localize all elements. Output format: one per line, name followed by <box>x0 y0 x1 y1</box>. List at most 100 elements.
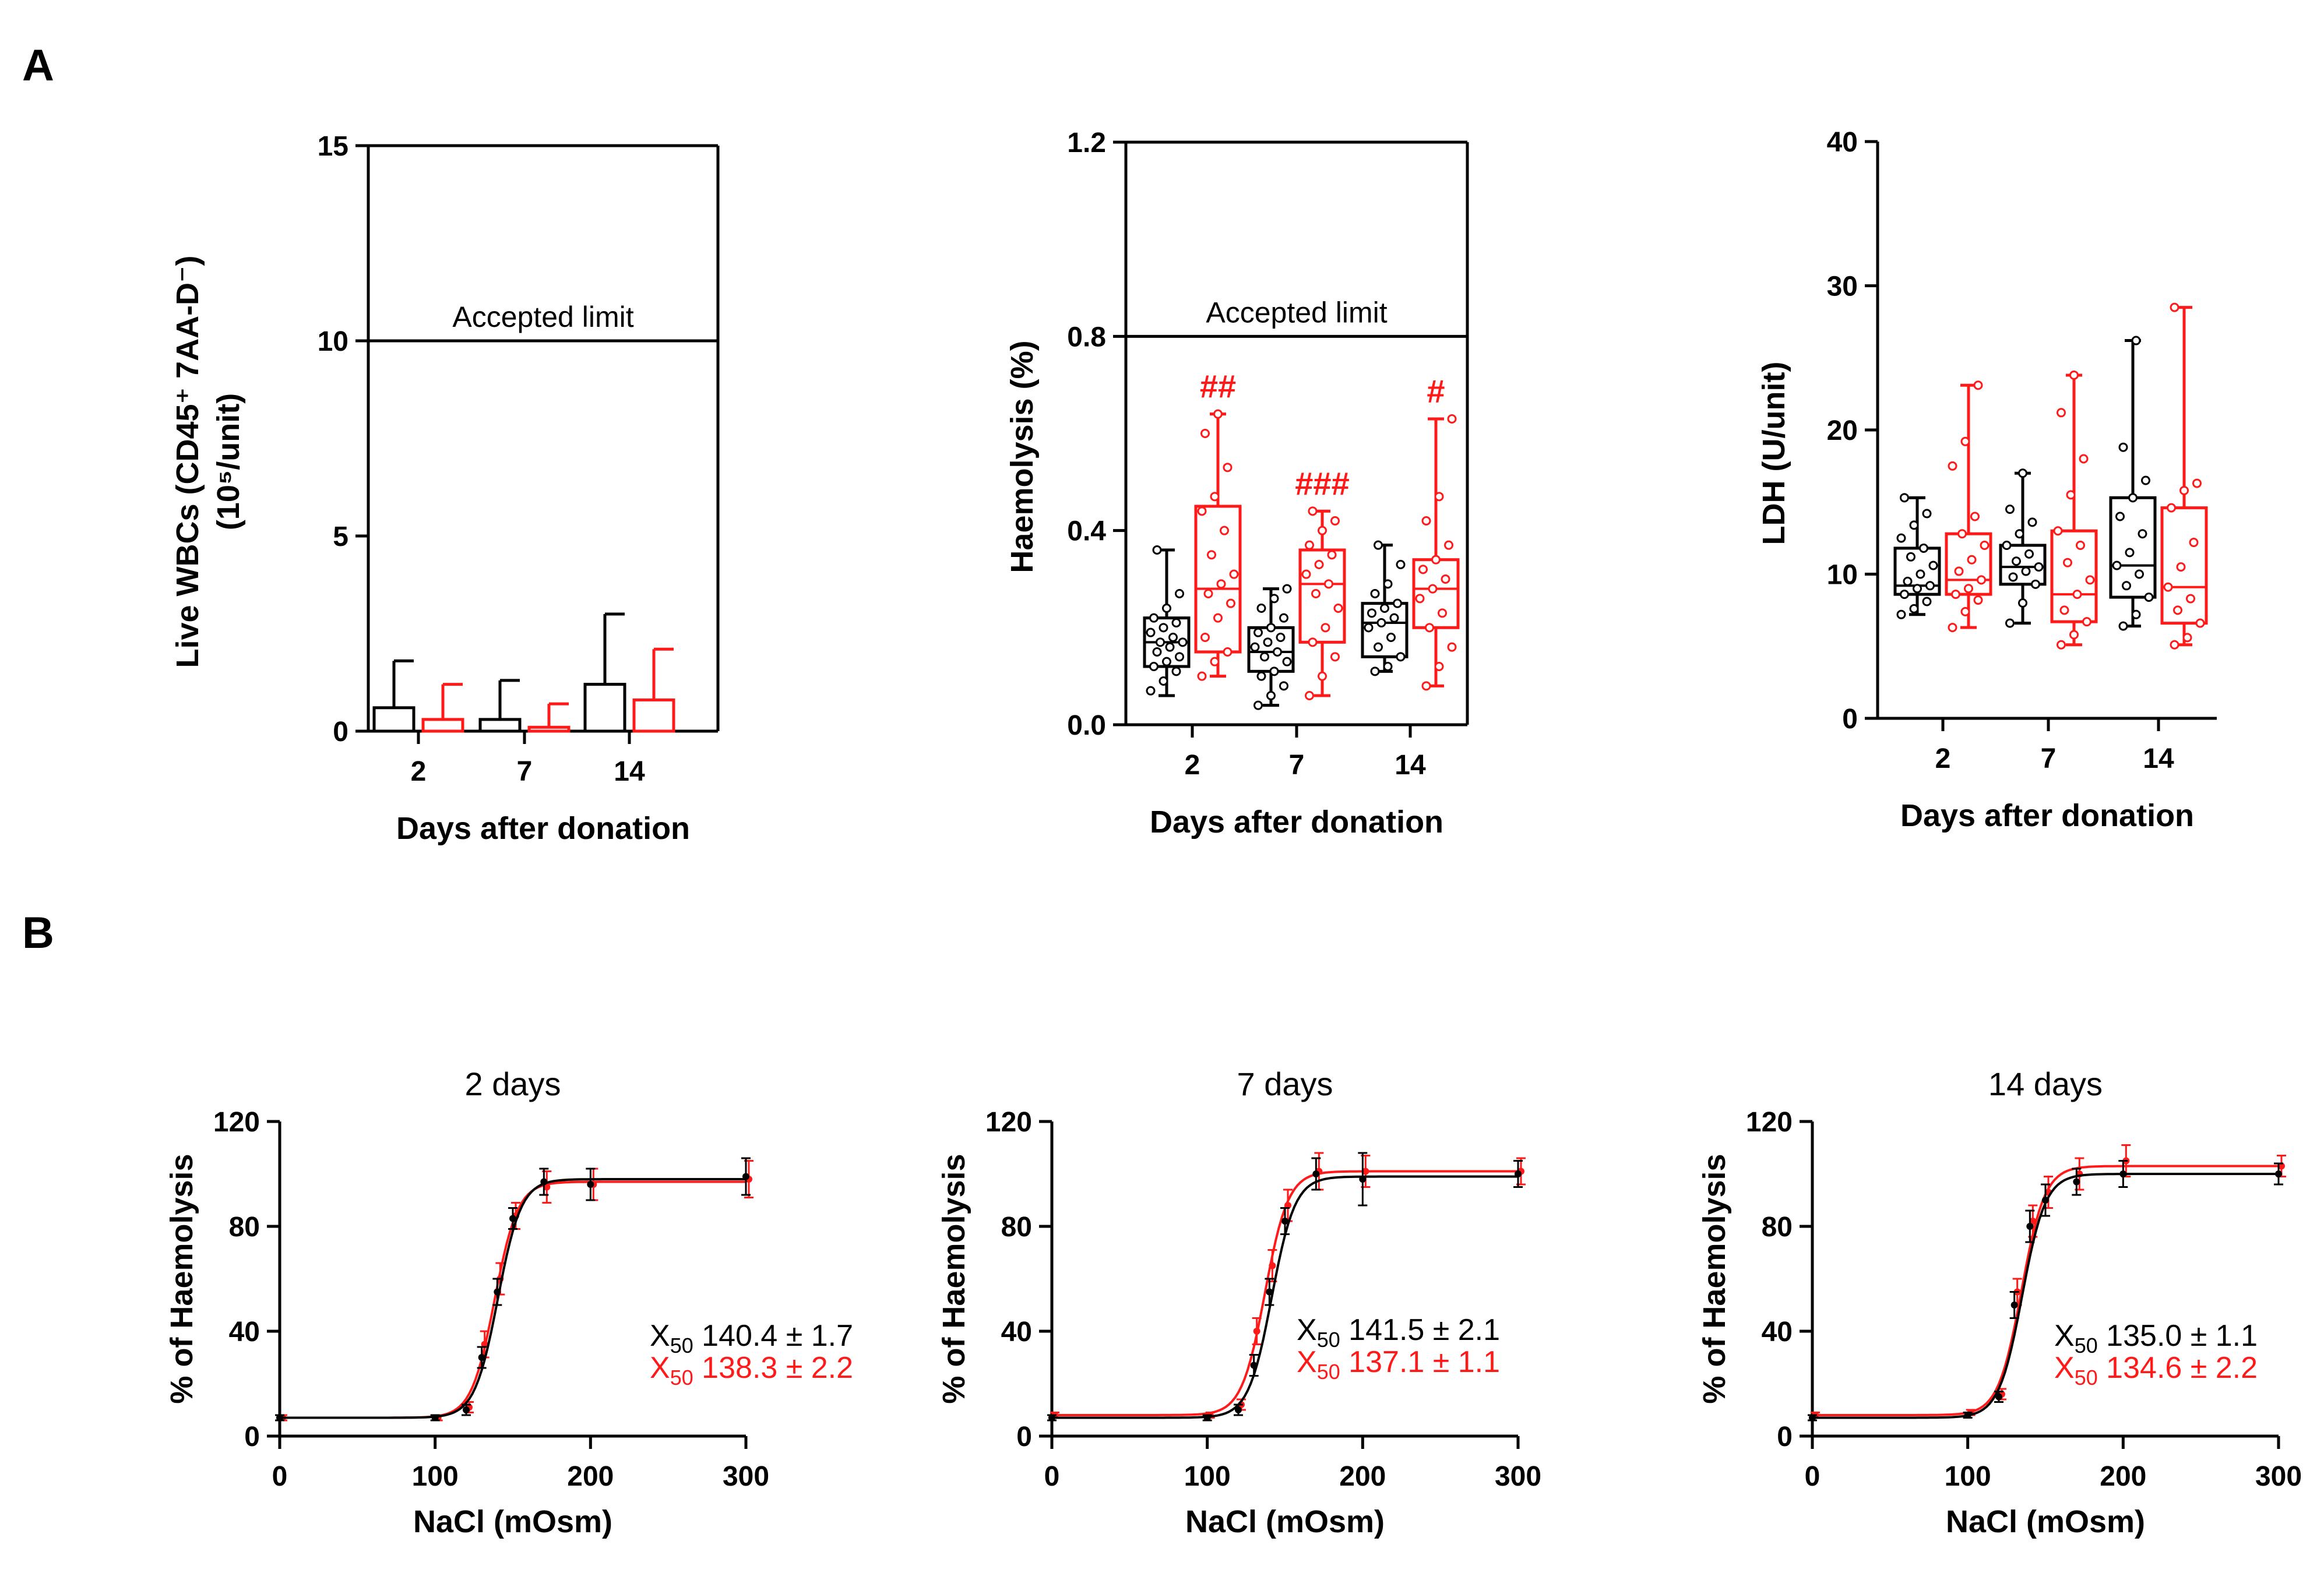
data-point-treated <box>1318 671 1327 681</box>
y-tick-label: 80 <box>1001 1212 1032 1243</box>
x-tick-label: 2 <box>1935 743 1951 774</box>
data-point-control <box>1906 552 1915 562</box>
data-point-control <box>1359 1176 1367 1183</box>
data-point-control <box>1178 637 1188 647</box>
data-point-control <box>2015 529 2024 539</box>
y-tick-label: 120 <box>213 1107 260 1138</box>
data-point-control <box>2131 609 2141 619</box>
data-point-control <box>1896 609 1906 619</box>
data-point-control <box>431 1414 439 1422</box>
x-tick-label: 14 <box>2143 743 2174 774</box>
data-point-control <box>1203 1414 1211 1422</box>
data-point-treated <box>1269 1262 1276 1269</box>
data-point-treated <box>1200 633 1210 642</box>
data-point-treated <box>1213 409 1223 419</box>
x50-subscript: 50 <box>2075 1334 2098 1357</box>
data-point-control <box>1374 642 1383 652</box>
x50-value: 138.3 ± 2.2 <box>693 1351 853 1385</box>
x-tick-label: 100 <box>1945 1461 1991 1492</box>
box-treated <box>2050 529 2098 623</box>
data-point-control <box>2034 562 2044 572</box>
data-point-treated <box>2186 594 2195 604</box>
x50-symbol: X <box>1297 1313 1317 1347</box>
x-tick-label: 7 <box>1289 750 1305 781</box>
data-point-treated <box>1200 429 1210 438</box>
data-point-control <box>1048 1414 1055 1422</box>
data-point-treated <box>2076 541 2085 550</box>
x-tick-label: 0 <box>272 1461 288 1492</box>
data-point-control <box>1168 633 1178 642</box>
y-axis-title: % of Haemolysis <box>164 1154 199 1403</box>
data-point-treated <box>2173 605 2182 615</box>
data-point-control <box>1146 686 1156 696</box>
data-point-control <box>1515 1170 1522 1177</box>
charts-group: 0 5 10 15 Accepted limit 2 7 14 Days after donat… <box>164 127 2302 1539</box>
y-tick-label: 10 <box>318 326 348 357</box>
data-point-treated <box>1964 584 1973 594</box>
data-point-treated <box>1362 1168 1369 1175</box>
x-axis-title: NaCl (mOsm) <box>1185 1504 1385 1539</box>
data-point-control <box>1162 604 1171 613</box>
data-point-control <box>2275 1170 2282 1177</box>
data-point-treated <box>1418 565 1428 574</box>
data-point-treated <box>2167 503 2176 513</box>
y-axis-title-line1: Live WBCs (CD45⁺ 7AA-D⁻) <box>170 255 205 668</box>
data-point-control <box>1922 597 1932 606</box>
data-point-control <box>1367 608 1376 618</box>
data-point-control <box>1269 594 1279 604</box>
x-tick-label: 200 <box>567 1461 614 1492</box>
y-tick-label: 40 <box>1827 127 1858 158</box>
y-tick-label: 0 <box>1777 1422 1793 1452</box>
data-point-treated <box>1428 584 1438 594</box>
data-point-treated <box>1226 598 1235 608</box>
x-axis-title: NaCl (mOsm) <box>1946 1504 2145 1539</box>
box-control <box>1893 546 1941 596</box>
box-treated <box>2160 506 2208 625</box>
data-point-treated <box>2029 1218 2037 1225</box>
panel-label-b: B <box>22 908 54 958</box>
y-tick-label: 1.2 <box>1067 128 1106 158</box>
data-point-treated <box>2079 454 2089 464</box>
data-point-treated <box>1330 652 1340 662</box>
data-point-control <box>1273 647 1282 657</box>
data-point-control <box>2024 549 2034 559</box>
data-point-treated <box>1321 623 1330 633</box>
x-tick-label: 300 <box>723 1461 769 1492</box>
y-tick-label: 0 <box>333 717 348 747</box>
data-point-control <box>1915 569 1925 579</box>
data-point-control <box>463 1406 470 1413</box>
chart-title: 14 days <box>1988 1066 2103 1102</box>
data-point-control <box>1995 1393 2002 1401</box>
data-point-treated <box>1318 525 1327 535</box>
x50-subscript: 50 <box>1317 1360 1340 1384</box>
data-point-treated <box>2189 538 2199 548</box>
x-tick-label: 300 <box>2255 1461 2302 1492</box>
data-point-treated <box>1434 662 1444 671</box>
data-point-treated <box>1415 594 1425 604</box>
significance-label: ### <box>1295 465 1349 502</box>
y-axis-title: LDH (U/unit) <box>1756 362 1791 545</box>
x50-value: 134.6 ± 2.2 <box>2098 1351 2258 1385</box>
x-tick-label: 7 <box>517 756 533 787</box>
x-tick-label: 14 <box>614 756 645 787</box>
x50-value: 137.1 ± 1.1 <box>1340 1345 1500 1379</box>
box-treated <box>1298 548 1346 644</box>
data-point-control <box>1256 671 1266 681</box>
data-point-control <box>1370 589 1380 598</box>
y-axis-title-line2: (10⁵/unit) <box>211 393 246 530</box>
data-point-treated <box>1447 642 1457 652</box>
data-point-control <box>2027 517 2037 527</box>
data-point-control <box>1903 576 1913 586</box>
data-point-treated <box>1434 492 1444 502</box>
x-tick-label: 200 <box>2100 1461 2146 1492</box>
data-point-control <box>1900 590 1909 599</box>
data-point-control <box>2026 1223 2034 1230</box>
x-tick-label: 100 <box>1184 1461 1231 1492</box>
chart-title: 7 days <box>1237 1066 1333 1102</box>
data-point-treated <box>2072 590 2082 599</box>
significance-label: ## <box>1200 368 1236 405</box>
data-point-treated <box>2082 617 2091 627</box>
data-point-treated <box>2063 558 2072 567</box>
box-control <box>1999 544 2047 586</box>
x50-label-treated: X50 134.6 ± 2.2 <box>2054 1351 2258 1389</box>
